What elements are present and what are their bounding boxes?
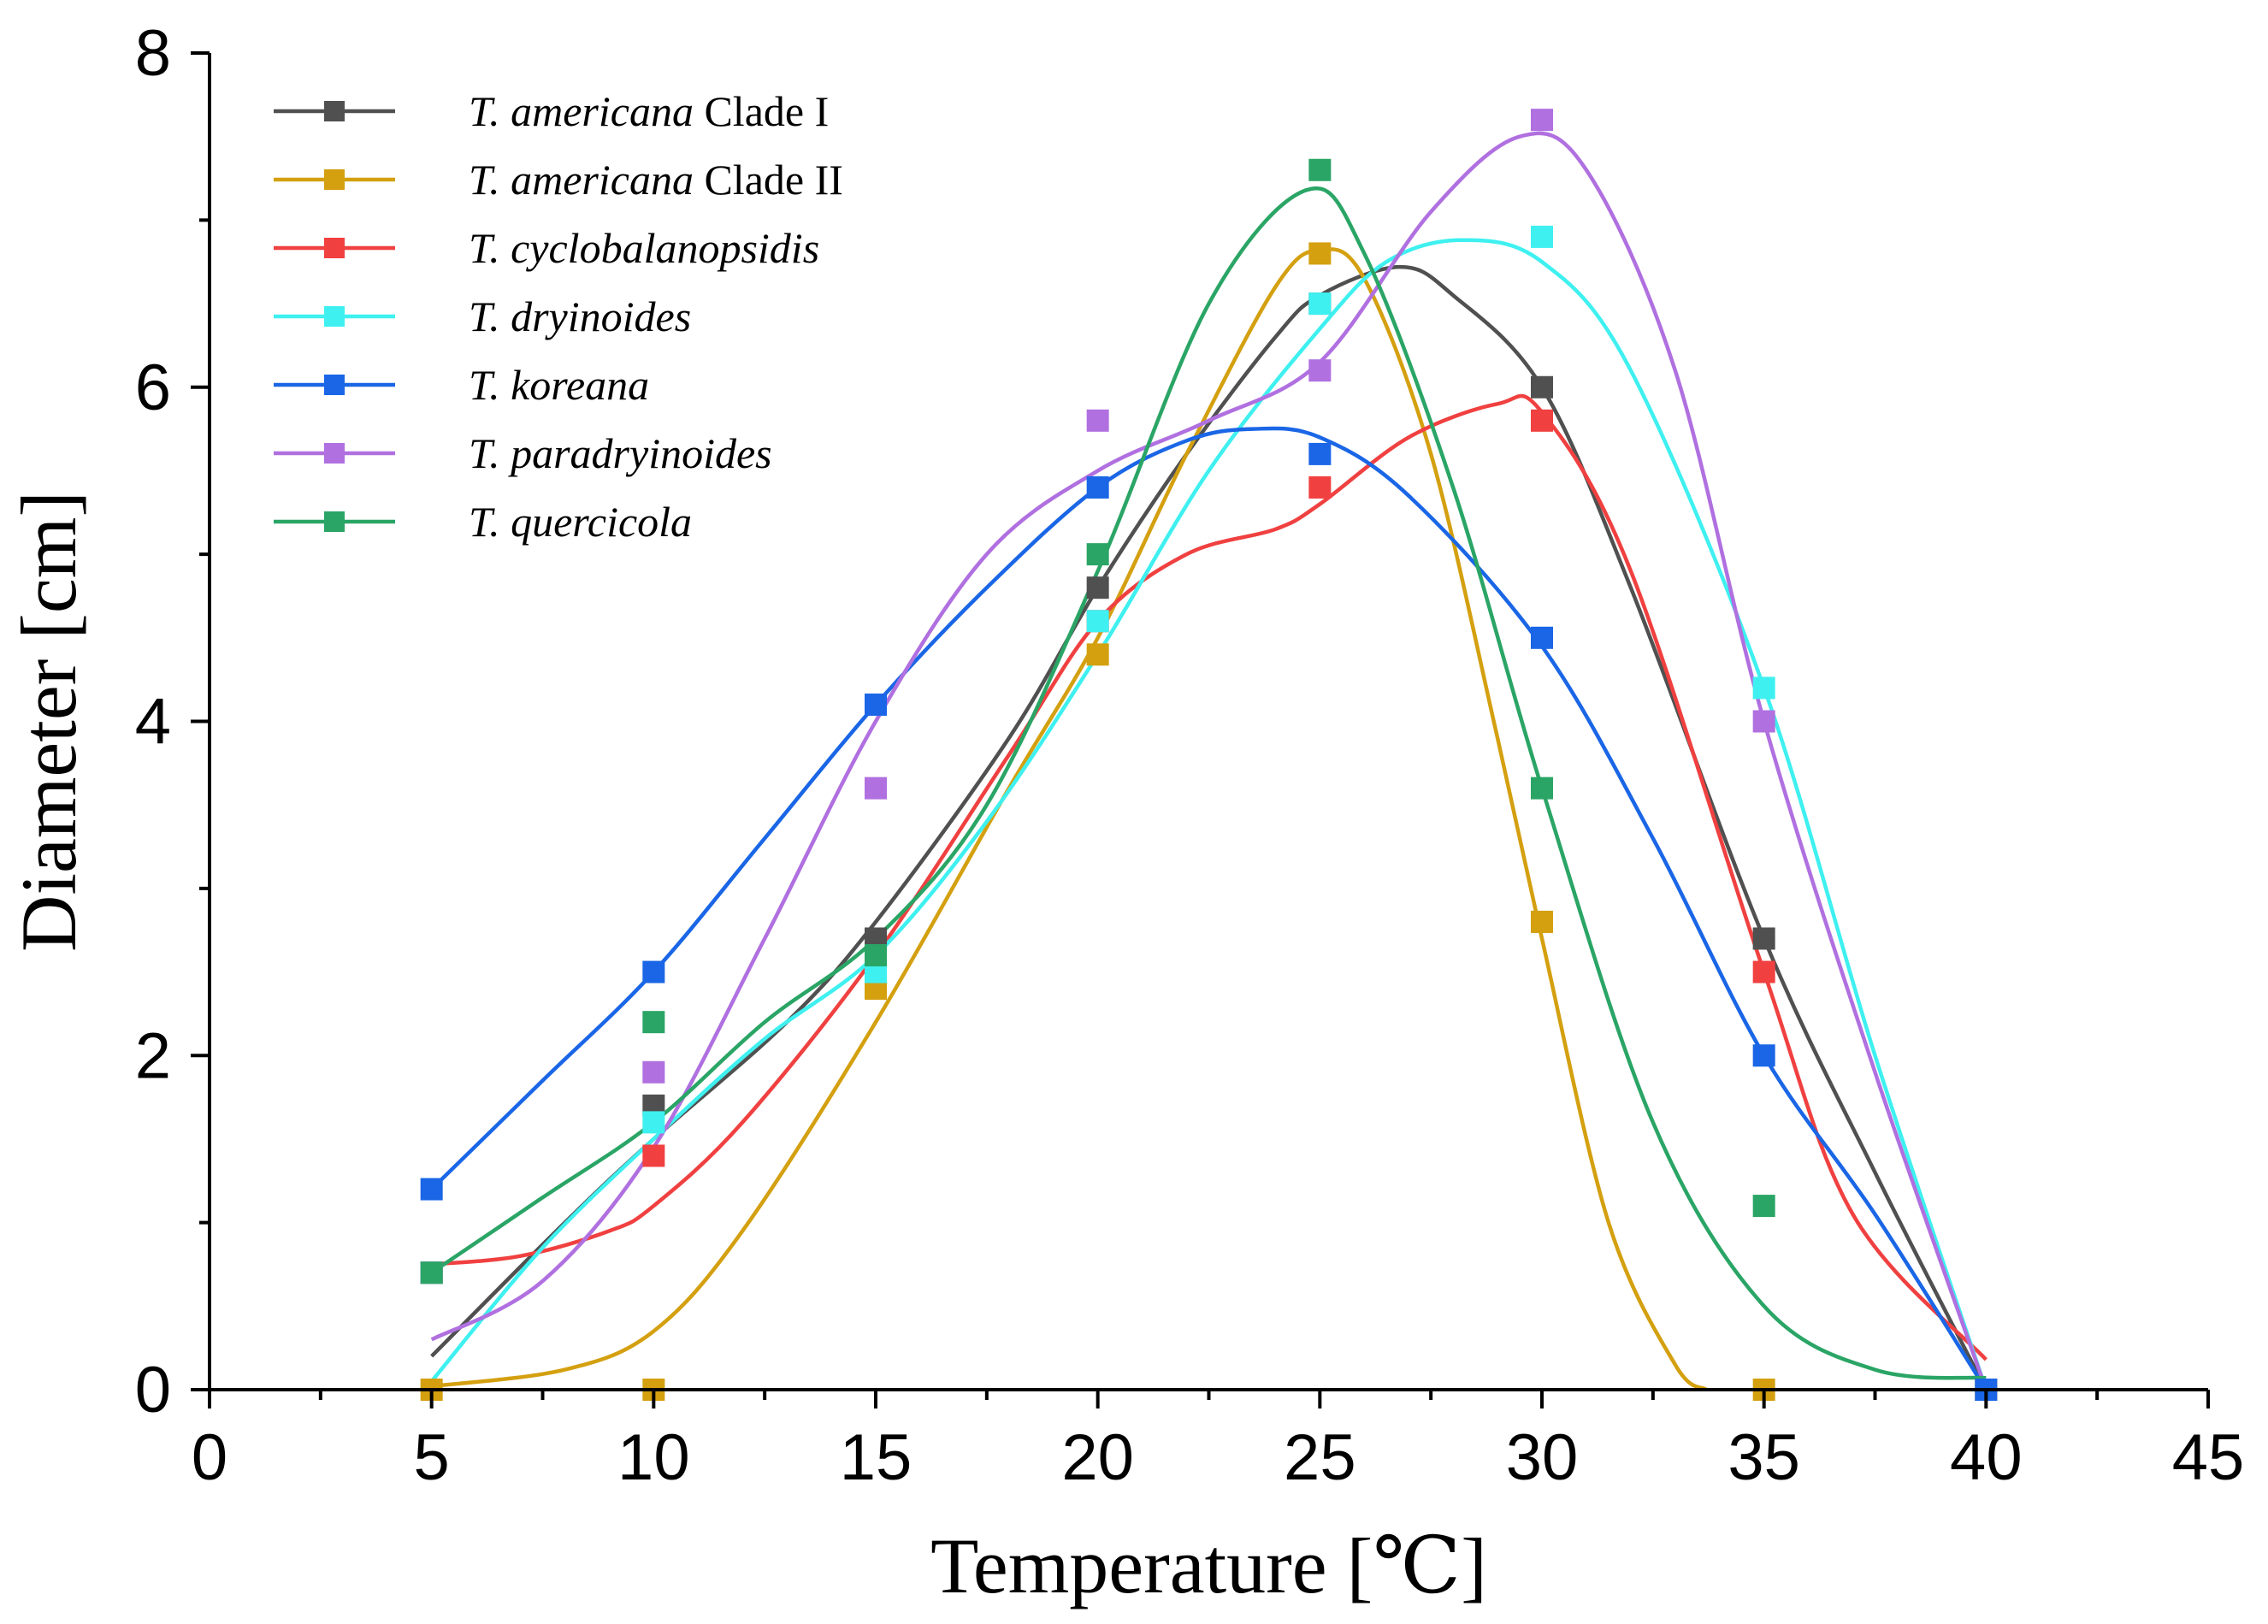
legend-item: T. cyclobalanopsidis bbox=[274, 224, 819, 272]
data-point-series-5 bbox=[1308, 442, 1332, 465]
fit-curve-series-3 bbox=[431, 393, 1987, 1361]
fit-curve-series-7 bbox=[430, 186, 1987, 1380]
data-point-series-1 bbox=[1531, 375, 1553, 399]
data-point-series-2 bbox=[1308, 242, 1332, 265]
ticks-group: 0 5 10 15 20 25 30 35 40 45 0 2 4 6 8 bbox=[135, 17, 2245, 1494]
data-point-series-5 bbox=[420, 1178, 443, 1201]
fit-curve-series-1 bbox=[430, 264, 1988, 1391]
legend-marker bbox=[324, 443, 345, 464]
x-tick-label: 25 bbox=[1284, 1421, 1356, 1494]
data-point-series-4 bbox=[642, 1111, 665, 1134]
legend-label: T. americana Clade I bbox=[469, 87, 829, 135]
y-axis-title: Diameter [cm] bbox=[5, 491, 92, 952]
fit-curve-series-2 bbox=[431, 247, 1708, 1391]
data-point-series-3 bbox=[1531, 409, 1553, 432]
legend-marker bbox=[324, 511, 345, 532]
legend-item: T. dryinoides bbox=[274, 292, 691, 340]
y-tick-label: 4 bbox=[135, 686, 171, 759]
x-tick-label: 40 bbox=[1950, 1421, 2023, 1494]
data-point-series-2 bbox=[1531, 910, 1553, 933]
legend-label: T. americana Clade II bbox=[469, 156, 843, 204]
data-point-series-7 bbox=[1752, 1195, 1775, 1218]
data-point-series-5 bbox=[1086, 475, 1109, 499]
legend-item: T. paradryinoides bbox=[274, 429, 772, 477]
x-tick-label: 45 bbox=[2172, 1421, 2245, 1494]
legend-label: T. koreana bbox=[469, 361, 649, 409]
legend-species: T. koreana bbox=[469, 361, 649, 409]
data-point-series-6 bbox=[642, 1060, 665, 1084]
x-tick-label: 30 bbox=[1506, 1421, 1579, 1494]
legend-marker bbox=[324, 375, 345, 395]
legend-label: T. paradryinoides bbox=[469, 429, 772, 477]
data-point-series-5 bbox=[1752, 1044, 1775, 1067]
data-point-series-4 bbox=[1531, 225, 1553, 248]
data-point-series-6 bbox=[1308, 359, 1332, 382]
data-point-series-5 bbox=[642, 960, 665, 983]
data-point-series-7 bbox=[1086, 543, 1109, 566]
legend-species: T. paradryinoides bbox=[469, 429, 772, 477]
legend-label: T. cyclobalanopsidis bbox=[469, 224, 819, 272]
data-point-series-4 bbox=[1086, 610, 1109, 633]
fit-curve-series-4 bbox=[429, 238, 1988, 1391]
x-tick-label: 5 bbox=[414, 1421, 450, 1494]
legend-species: T. quercicola bbox=[469, 498, 692, 546]
legend-clade: Clade II bbox=[694, 156, 843, 204]
legend-marker bbox=[324, 306, 345, 327]
legend-species: T. americana bbox=[469, 156, 694, 204]
fit-curve-series-5 bbox=[430, 426, 1988, 1391]
legend-marker bbox=[324, 169, 345, 190]
data-point-series-7 bbox=[1531, 777, 1553, 800]
legend-item: T. americana Clade II bbox=[274, 156, 843, 204]
data-point-series-5 bbox=[865, 693, 887, 716]
data-point-series-5 bbox=[1531, 626, 1553, 649]
data-point-series-7 bbox=[1308, 158, 1332, 181]
y-tick-label: 8 bbox=[135, 17, 171, 90]
data-point-series-6 bbox=[865, 777, 887, 800]
legend: T. americana Clade IT. americana Clade I… bbox=[274, 87, 843, 546]
x-axis-title: Temperature [℃] bbox=[930, 1522, 1487, 1609]
x-tick-label: 10 bbox=[617, 1421, 690, 1494]
data-point-series-6 bbox=[1752, 710, 1775, 733]
data-point-series-3 bbox=[1308, 475, 1332, 499]
legend-item: T. quercicola bbox=[274, 498, 692, 546]
legend-species: T. dryinoides bbox=[469, 292, 691, 340]
legend-item: T. koreana bbox=[274, 361, 649, 409]
y-tick-label: 0 bbox=[135, 1354, 171, 1426]
data-point-series-4 bbox=[1308, 292, 1332, 316]
data-point-series-7 bbox=[865, 944, 887, 967]
data-point-series-2 bbox=[1086, 643, 1109, 666]
x-tick-label: 35 bbox=[1728, 1421, 1800, 1494]
legend-label: T. quercicola bbox=[469, 498, 692, 546]
legend-marker bbox=[324, 101, 345, 121]
data-point-series-1 bbox=[1752, 927, 1775, 950]
x-tick-label: 0 bbox=[192, 1421, 227, 1494]
x-tick-label: 15 bbox=[840, 1421, 913, 1494]
legend-clade: Clade I bbox=[694, 87, 829, 135]
legend-item: T. americana Clade I bbox=[274, 87, 829, 135]
data-point-series-7 bbox=[420, 1261, 443, 1284]
legend-species: T. americana bbox=[469, 87, 694, 135]
y-tick-label: 6 bbox=[135, 351, 171, 424]
legend-label: T. dryinoides bbox=[469, 292, 691, 340]
x-tick-label: 20 bbox=[1061, 1421, 1134, 1494]
legend-species: T. cyclobalanopsidis bbox=[469, 224, 819, 272]
data-point-series-7 bbox=[642, 1011, 665, 1034]
data-point-series-1 bbox=[1086, 576, 1109, 599]
data-point-series-6 bbox=[1531, 109, 1553, 132]
data-point-series-3 bbox=[1752, 960, 1775, 983]
y-tick-label: 2 bbox=[135, 1019, 171, 1092]
data-point-series-3 bbox=[642, 1144, 665, 1167]
data-point-series-6 bbox=[1086, 409, 1109, 432]
legend-marker bbox=[324, 238, 345, 258]
data-point-series-4 bbox=[1752, 676, 1775, 700]
